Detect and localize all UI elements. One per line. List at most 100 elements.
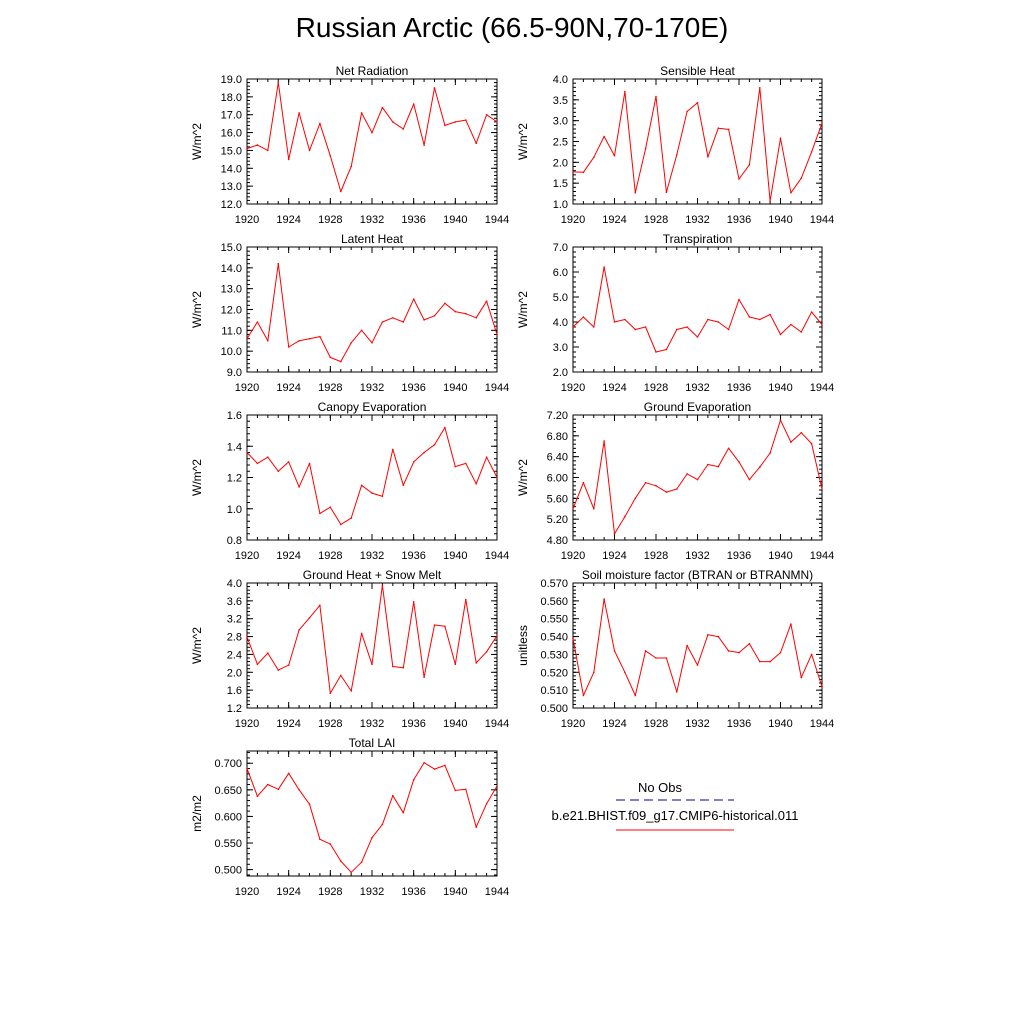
panel-8-data-point bbox=[748, 642, 751, 645]
panel-9-xtick-label: 1932 bbox=[360, 886, 384, 898]
panel-5-data-point bbox=[246, 451, 248, 454]
panel-6-data-point bbox=[686, 473, 688, 475]
panel-7-data-point bbox=[454, 663, 457, 666]
panel-4-data-point bbox=[593, 326, 595, 328]
panel-6-data-point bbox=[769, 452, 771, 454]
panel-1-data-point bbox=[485, 113, 488, 116]
panel-9-title: Total LAI bbox=[349, 736, 396, 750]
panel-8-data-point bbox=[790, 623, 792, 625]
panel-2-data-point bbox=[696, 102, 699, 104]
panel-8-data-point bbox=[717, 635, 720, 638]
panel-5-xtick-label: 1936 bbox=[401, 550, 425, 562]
panel-8-data-point bbox=[582, 694, 585, 697]
panel-4-xtick-label: 1924 bbox=[602, 382, 626, 394]
panel-5-ytick-label: 1.6 bbox=[227, 410, 242, 422]
panel-1-ytick-label: 15.0 bbox=[221, 145, 242, 157]
panel-9-data-point bbox=[496, 785, 498, 787]
panel-8-data-point bbox=[686, 644, 688, 647]
panel-4-data-point bbox=[738, 298, 740, 301]
panel-1-data-point bbox=[267, 149, 269, 152]
panel-7-xtick-label: 1932 bbox=[360, 718, 384, 730]
panel-1-ytick-label: 19.0 bbox=[221, 74, 242, 86]
panel-5-data-point bbox=[360, 484, 363, 487]
panel-3-data-point bbox=[319, 335, 321, 338]
panel-2-ytick-label: 2.0 bbox=[553, 157, 568, 169]
panel-7-frame bbox=[246, 582, 498, 709]
panel-4-data-point bbox=[790, 323, 792, 326]
panel-7-xtick-label: 1940 bbox=[443, 718, 467, 730]
panel-6-data-point bbox=[748, 478, 751, 481]
panel-7-ytick-label: 1.2 bbox=[227, 703, 242, 715]
panel-2-xtick-label: 1928 bbox=[644, 214, 668, 226]
panel-3-data-point bbox=[465, 312, 467, 315]
panel-6-data-point bbox=[800, 431, 803, 434]
panel-5-data-point bbox=[298, 486, 300, 488]
panel-4-data-point bbox=[582, 316, 585, 318]
panel-9-data-point bbox=[319, 838, 321, 841]
panel-8-xtick-label: 1936 bbox=[727, 718, 751, 730]
panel-9-data-point bbox=[412, 778, 415, 781]
panel-1-data-point bbox=[433, 87, 436, 89]
panel-9-ytick-label: 0.550 bbox=[214, 838, 242, 850]
panel-6-ylabel: W/m^2 bbox=[516, 459, 530, 496]
panel-9-ytick-label: 0.650 bbox=[214, 785, 242, 797]
panel-8-ytick-label: 0.510 bbox=[540, 685, 568, 697]
panel-4-ytick-label: 3.0 bbox=[553, 342, 568, 354]
panel-9-data-point bbox=[423, 761, 425, 764]
panel-1-data-point bbox=[298, 112, 300, 114]
panel-5-data-point bbox=[402, 484, 405, 487]
panel-3-data-point bbox=[329, 356, 332, 359]
panel-5-ytick-label: 1.4 bbox=[227, 441, 242, 453]
panel-8-data-point bbox=[593, 671, 595, 674]
panel-7-data-point bbox=[319, 604, 321, 607]
panel-3-xtick-label: 1924 bbox=[276, 382, 300, 394]
panel-9-xtick-label: 1920 bbox=[235, 886, 259, 898]
panel-4-xtick-label: 1944 bbox=[810, 382, 834, 394]
panel-9-data-point bbox=[371, 836, 373, 839]
panel-2-data-point bbox=[665, 191, 668, 194]
panel-3-data-point bbox=[267, 340, 269, 342]
panel-1-ytick-label: 18.0 bbox=[221, 92, 242, 104]
panel-5-data-point bbox=[287, 461, 290, 463]
panel-7-data-point bbox=[298, 629, 300, 631]
panel-3-data-point bbox=[277, 262, 280, 265]
panel-4-xtick-label: 1940 bbox=[768, 382, 792, 394]
panel-6-xtick-label: 1932 bbox=[685, 550, 709, 562]
panel-8-data-point bbox=[665, 657, 668, 659]
panel-4-frame bbox=[572, 246, 823, 373]
panel-7-series-line bbox=[246, 584, 498, 694]
panel-6-data-point bbox=[613, 533, 616, 535]
panel-6-frame bbox=[572, 414, 823, 541]
panel-2-data-point bbox=[727, 128, 730, 131]
panel-8-xtick-label: 1944 bbox=[810, 718, 834, 730]
panel-9-data-point bbox=[433, 768, 436, 770]
panel-7-ytick-label: 2.8 bbox=[227, 632, 242, 644]
panel-9-data-point bbox=[267, 783, 269, 786]
panel-3-data-point bbox=[360, 329, 363, 332]
panel-7-data-point bbox=[371, 663, 373, 666]
panel-2-xtick-label: 1932 bbox=[685, 214, 709, 226]
panel-1-frame bbox=[246, 78, 498, 205]
panel-5-ytick-label: 0.8 bbox=[227, 535, 242, 547]
panel-2-title: Sensible Heat bbox=[660, 64, 735, 78]
panel-9-xtick-label: 1936 bbox=[401, 886, 425, 898]
panel-4-data-point bbox=[748, 316, 751, 318]
panel-2-series-line bbox=[572, 87, 823, 202]
panel-1-data-point bbox=[246, 147, 248, 150]
panel-6-data-point bbox=[738, 461, 740, 463]
panel-3-data-point bbox=[402, 321, 405, 323]
panel-7-data-point bbox=[267, 652, 269, 654]
panel-3-ytick-label: 15.0 bbox=[221, 242, 242, 254]
panel-8-ytick-label: 0.520 bbox=[540, 667, 568, 679]
panel-1-data-point bbox=[350, 165, 353, 168]
panel-8-data-point bbox=[676, 691, 678, 693]
panel-3-xtick-label: 1920 bbox=[235, 382, 259, 394]
panel-9-data-point bbox=[308, 803, 311, 805]
panel-1-data-point bbox=[308, 149, 311, 152]
panel-9-ytick-label: 0.600 bbox=[214, 811, 242, 823]
panel-6-xtick-label: 1940 bbox=[768, 550, 792, 562]
panel-7-xtick-label: 1944 bbox=[485, 718, 509, 730]
panel-6-data-point bbox=[821, 488, 823, 490]
panel-8-ylabel: unitless bbox=[516, 625, 530, 666]
panel-5-xtick-label: 1940 bbox=[443, 550, 467, 562]
